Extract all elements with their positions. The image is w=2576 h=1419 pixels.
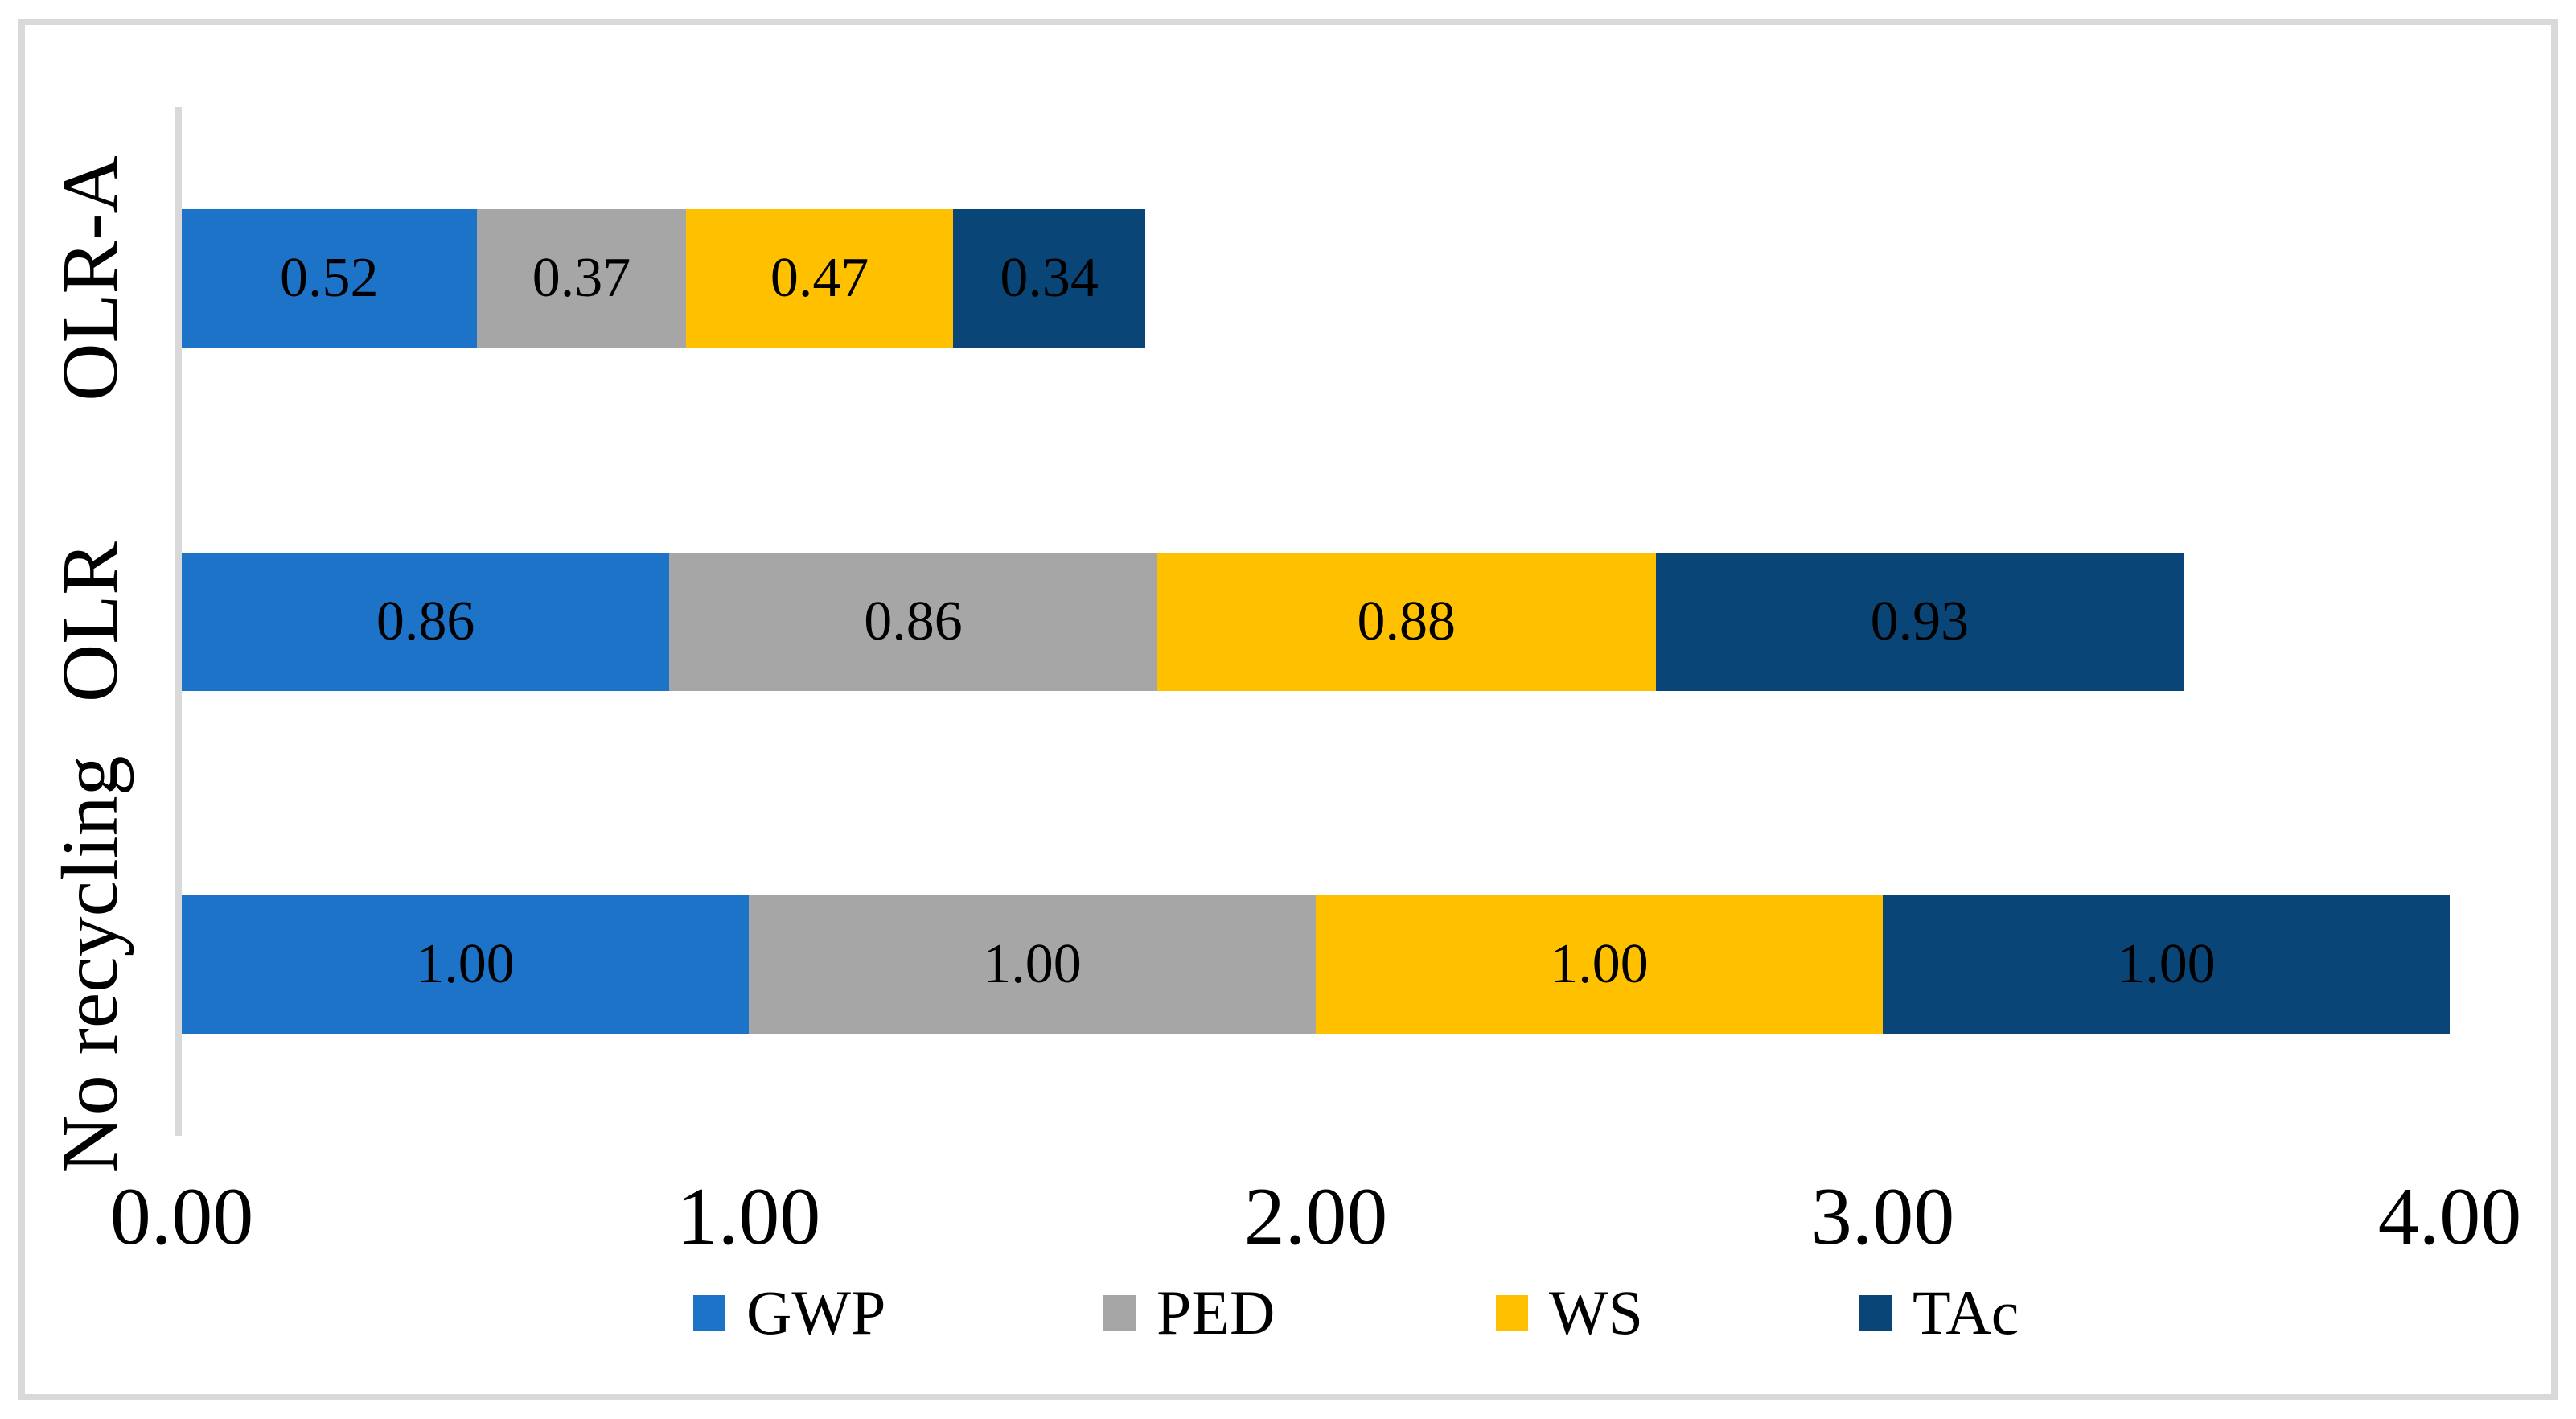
- value-label: 0.86: [376, 590, 475, 652]
- bar-segment-gwp: 1.00: [182, 895, 749, 1034]
- legend-label: TAc: [1912, 1277, 2019, 1347]
- value-label: 0.37: [532, 247, 631, 310]
- value-label: 0.93: [1870, 590, 1970, 652]
- category-label: No recycling: [45, 755, 134, 1174]
- bar-segment-ped: 0.86: [669, 552, 1157, 691]
- legend-swatch-ped-icon: [1103, 1294, 1136, 1331]
- value-label: 1.00: [1550, 932, 1649, 995]
- value-label: 1.00: [416, 932, 515, 995]
- bar-segment-ws: 0.47: [686, 209, 953, 348]
- bar-segment-ws: 0.88: [1157, 552, 1656, 691]
- bar-segment-gwp: 0.86: [182, 552, 670, 691]
- value-label: 0.52: [280, 247, 379, 310]
- x-tick-label: 3.00: [1810, 1171, 1955, 1262]
- bar-segment-ped: 0.37: [476, 209, 687, 348]
- category-label: OLR-A: [45, 155, 134, 401]
- x-tick-label: 4.00: [2377, 1171, 2522, 1262]
- legend-item-ws: WS: [1496, 1281, 1643, 1344]
- value-label: 0.86: [864, 590, 963, 652]
- bar-segment-tac: 0.34: [952, 209, 1146, 348]
- legend-swatch-tac-icon: [1859, 1294, 1892, 1331]
- value-label: 1.00: [983, 932, 1082, 995]
- legend-swatch-ws-icon: [1496, 1294, 1528, 1331]
- bar-segment-ws: 1.00: [1316, 895, 1883, 1034]
- x-tick-label: 1.00: [676, 1171, 821, 1262]
- legend-item-tac: TAc: [1859, 1281, 2019, 1344]
- legend-item-ped: PED: [1103, 1281, 1275, 1344]
- value-label: 0.47: [770, 247, 869, 310]
- category-label: OLR: [45, 541, 134, 702]
- value-label: 1.00: [2117, 932, 2216, 995]
- bar-segment-ped: 1.00: [749, 895, 1316, 1034]
- x-tick-label: 0.00: [109, 1171, 254, 1262]
- bar-segment-tac: 1.00: [1883, 895, 2450, 1034]
- legend-item-gwp: GWP: [693, 1281, 885, 1344]
- bar-segment-tac: 0.93: [1656, 552, 2184, 691]
- legend-label: WS: [1549, 1277, 1643, 1347]
- y-axis-line: [175, 107, 182, 1136]
- value-label: 0.34: [1000, 247, 1099, 310]
- value-label: 0.88: [1357, 590, 1456, 652]
- legend-label: GWP: [746, 1277, 886, 1347]
- legend-swatch-gwp-icon: [693, 1294, 725, 1331]
- legend-label: PED: [1157, 1277, 1276, 1347]
- bar-segment-gwp: 0.52: [182, 209, 477, 348]
- x-tick-label: 2.00: [1243, 1171, 1388, 1262]
